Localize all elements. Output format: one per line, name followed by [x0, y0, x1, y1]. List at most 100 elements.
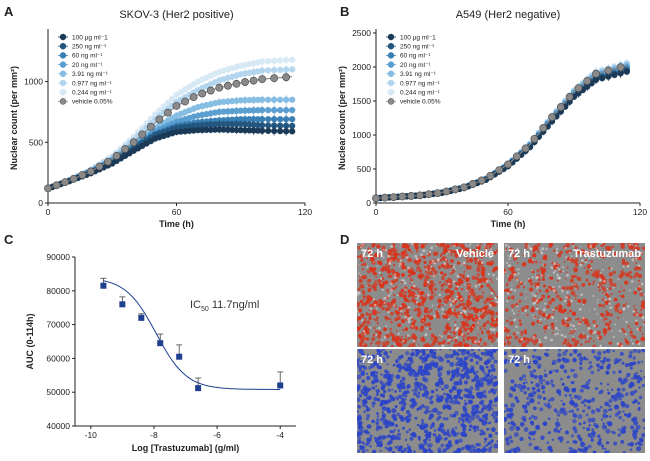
nucleus: [435, 394, 440, 399]
nucleus: [480, 284, 484, 289]
nucleus: [450, 312, 453, 315]
nucleus: [537, 394, 542, 400]
nucleus: [471, 408, 475, 411]
cell-body: [455, 336, 459, 339]
nucleus: [504, 368, 508, 373]
nucleus: [387, 274, 391, 278]
nucleus: [531, 394, 535, 398]
data-point: [451, 185, 460, 194]
nucleus: [486, 329, 491, 335]
data-point: [282, 73, 291, 82]
nucleus: [443, 273, 447, 277]
nucleus: [432, 362, 436, 367]
data-point: [104, 157, 112, 166]
legend-label: 0.977 ng ml⁻¹: [72, 80, 112, 87]
nucleus: [430, 309, 433, 312]
nucleus: [577, 414, 583, 420]
data-point: [604, 66, 613, 75]
nucleus: [361, 352, 365, 357]
nucleus: [476, 281, 480, 285]
nucleus: [540, 269, 546, 275]
nucleus: [402, 265, 407, 271]
nucleus: [642, 418, 645, 423]
nucleus: [604, 401, 609, 407]
nucleus: [400, 307, 403, 310]
nucleus: [548, 243, 554, 247]
nucleus: [626, 413, 631, 418]
nucleus: [573, 330, 576, 332]
nucleus: [535, 305, 538, 308]
nucleus: [485, 320, 490, 325]
nucleus: [368, 313, 372, 317]
nucleus: [591, 431, 596, 436]
series-line: [47, 128, 293, 189]
nucleus: [566, 341, 571, 347]
cell-body: [640, 290, 642, 293]
cell-body: [357, 313, 361, 316]
nucleus: [559, 250, 564, 255]
nucleus: [473, 446, 477, 449]
nucleus: [359, 394, 363, 398]
nucleus: [587, 433, 592, 438]
nucleus: [494, 404, 497, 407]
nucleus: [539, 321, 542, 325]
cell-body: [378, 271, 381, 274]
nucleus: [444, 325, 450, 330]
nucleus: [516, 284, 521, 289]
nucleus: [620, 439, 625, 444]
nucleus: [550, 379, 554, 383]
nucleus: [543, 373, 548, 378]
nucleus: [403, 338, 408, 342]
nucleus: [573, 387, 576, 391]
nucleus: [369, 445, 372, 448]
cell-body: [385, 296, 388, 299]
nucleus: [455, 362, 460, 367]
nucleus: [455, 340, 457, 343]
nucleus: [404, 291, 407, 294]
nucleus: [409, 282, 411, 284]
nucleus: [363, 326, 368, 332]
cell-body: [550, 315, 554, 319]
data-point: [504, 160, 512, 169]
nucleus: [413, 391, 418, 396]
nucleus: [619, 358, 622, 362]
nucleus: [505, 328, 510, 334]
nucleus: [401, 392, 406, 397]
nucleus: [479, 383, 484, 388]
legend-label: 250 ng ml⁻¹: [72, 44, 107, 51]
data-point: [277, 382, 284, 389]
nucleus: [380, 373, 383, 376]
cell-body: [507, 255, 509, 257]
nucleus: [404, 416, 409, 421]
nucleus: [570, 409, 575, 413]
cell-body: [454, 324, 457, 327]
cell-body: [391, 280, 393, 282]
cell-body: [390, 288, 393, 292]
cell-body: [572, 324, 575, 328]
cell-body: [508, 257, 511, 261]
cell-body: [564, 344, 566, 346]
data-point: [223, 81, 232, 90]
nucleus: [375, 374, 378, 378]
nucleus: [365, 406, 371, 412]
nucleus: [459, 273, 462, 276]
legend-label: 20 ng ml⁻¹: [72, 62, 103, 69]
nucleus: [407, 445, 411, 450]
nucleus: [490, 445, 493, 448]
nucleus: [415, 351, 420, 356]
nucleus: [631, 432, 637, 438]
nucleus: [406, 359, 409, 362]
nucleus: [440, 395, 444, 399]
nucleus: [510, 379, 515, 384]
nucleus: [442, 450, 445, 453]
cell-body: [555, 320, 557, 322]
nucleus: [377, 311, 381, 314]
nucleus: [370, 255, 374, 259]
nucleus: [621, 269, 624, 272]
nucleus: [412, 404, 416, 408]
nucleus: [443, 392, 446, 396]
nucleus: [440, 443, 445, 448]
nucleus: [608, 272, 614, 277]
cell-body: [478, 317, 481, 320]
nucleus: [488, 286, 492, 290]
